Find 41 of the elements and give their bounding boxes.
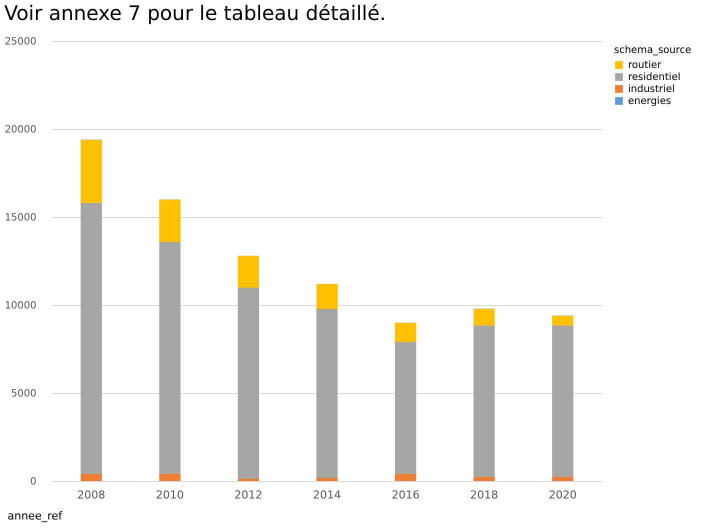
- bar: [474, 308, 495, 326]
- x-tick-label: 2012: [234, 488, 262, 502]
- legend-label: residentiel: [628, 72, 680, 83]
- bar: [238, 256, 260, 288]
- bar: [159, 474, 180, 481]
- bar: [316, 284, 338, 309]
- x-tick-label: 2008: [77, 488, 106, 502]
- bar: [159, 242, 180, 474]
- legend-title: schema_source: [614, 45, 692, 56]
- x-tick-label: 2016: [392, 488, 420, 502]
- x-axis-title: annee_ref: [8, 510, 64, 522]
- legend-label: routier: [628, 60, 662, 71]
- y-tick-label: 25000: [4, 36, 36, 48]
- y-tick-label: 15000: [4, 212, 36, 224]
- x-tick-label: 2018: [470, 488, 498, 502]
- x-tick-label: 2014: [313, 488, 341, 502]
- y-tick-label: 10000: [4, 300, 36, 312]
- bar: [474, 476, 495, 481]
- bar: [238, 287, 260, 478]
- x-tick-label: 2010: [156, 488, 184, 502]
- y-tick-label: 5000: [11, 388, 36, 400]
- bar: [80, 474, 102, 481]
- x-tick-label: 2020: [548, 488, 577, 502]
- text: Voir annexe 7 pour le tableau détaillé.: [4, 1, 386, 25]
- y-tick-label: 20000: [4, 124, 36, 136]
- bar: [552, 476, 574, 481]
- bar: [80, 202, 102, 474]
- bar: [394, 342, 416, 474]
- bar: [552, 316, 574, 326]
- bar: [80, 140, 102, 203]
- bar: [238, 478, 260, 481]
- bar: [394, 322, 416, 342]
- bar: [316, 477, 338, 481]
- legend-label: energies: [628, 96, 672, 107]
- legend-label: industriel: [628, 84, 675, 95]
- bar: [394, 474, 416, 481]
- bar: [159, 199, 180, 242]
- bar: [316, 308, 338, 478]
- bar: [552, 325, 574, 477]
- y-tick-label: 0: [30, 476, 36, 488]
- bar: [474, 325, 495, 477]
